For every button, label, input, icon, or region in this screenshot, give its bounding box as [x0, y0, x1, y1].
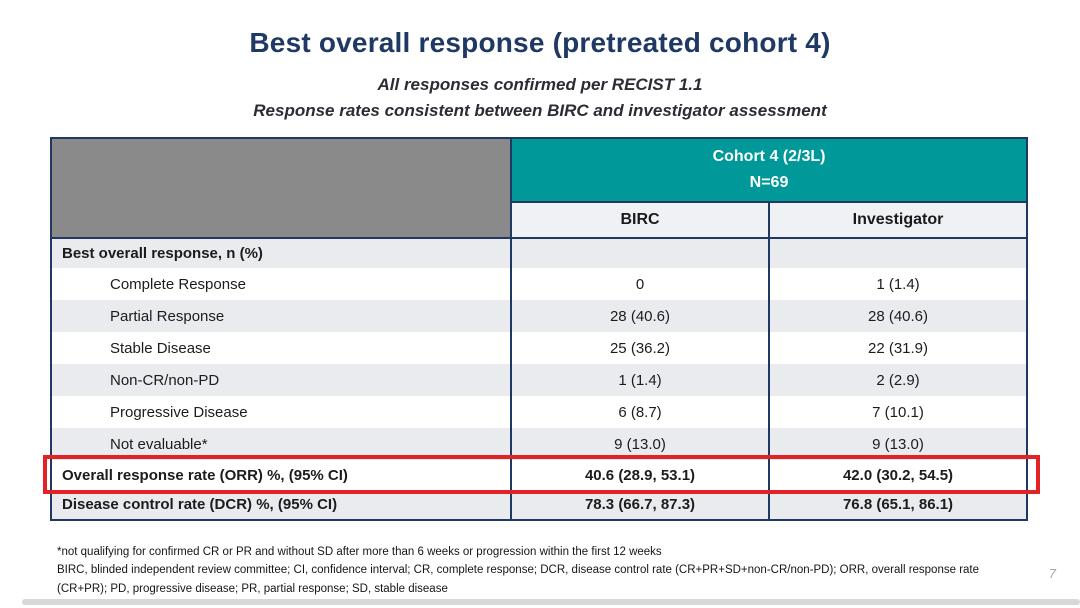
- investigator-value: 22 (31.9): [767, 332, 1029, 364]
- footnote-line-2: BIRC, blinded independent review committ…: [57, 564, 980, 577]
- row-label: Complete Response: [50, 268, 511, 300]
- table-row: Progressive Disease 6 (8.7) 7 (10.1): [50, 396, 1029, 428]
- slide-title: Best overall response (pretreated cohort…: [249, 27, 831, 58]
- results-table: Cohort 4 (2/3L) N=69 BIRC Investigator B…: [50, 137, 1029, 521]
- birc-value: 40.6 (28.9, 53.1): [510, 460, 769, 490]
- investigator-value: 7 (10.1): [767, 396, 1029, 428]
- col-header-investigator: Investigator: [767, 201, 1029, 239]
- slide-bottom-edge: [22, 599, 1080, 605]
- table-row-dcr: Disease control rate (DCR) %, (95% CI) 7…: [50, 490, 1029, 521]
- footnotes: *not qualifying for confirmed CR or PR a…: [57, 543, 1047, 598]
- cohort-header-cell: Cohort 4 (2/3L) N=69: [509, 137, 1029, 203]
- row-label: Overall response rate (ORR) %, (95% CI): [50, 460, 511, 490]
- row-label: Partial Response: [50, 300, 511, 332]
- birc-value: 28 (40.6): [510, 300, 769, 332]
- column-header-row: BIRC Investigator: [51, 201, 1029, 239]
- investigator-value: 9 (13.0): [767, 428, 1029, 460]
- row-label: Disease control rate (DCR) %, (95% CI): [50, 490, 511, 521]
- investigator-value: 28 (40.6): [767, 300, 1029, 332]
- cohort-n: N=69: [749, 174, 789, 191]
- row-label: Non-CR/non-PD: [50, 364, 511, 396]
- subtitle-line-2: Response rates consistent between BIRC a…: [253, 101, 827, 120]
- birc-value: [510, 238, 769, 268]
- birc-value: 0: [510, 268, 769, 300]
- footnote-line-3: (CR+PR); PD, progressive disease; PR, pa…: [57, 582, 448, 595]
- row-label: Stable Disease: [50, 332, 511, 364]
- table-row: Best overall response, n (%): [50, 238, 1029, 268]
- table-row: Stable Disease 25 (36.2) 22 (31.9): [50, 332, 1029, 364]
- cohort-title: Cohort 4 (2/3L): [712, 148, 826, 166]
- birc-value: 78.3 (66.7, 87.3): [510, 490, 769, 521]
- corner-cell: [50, 137, 512, 239]
- footnote-line-1: *not qualifying for confirmed CR or PR a…: [57, 546, 662, 558]
- subtitle-line-1: All responses confirmed per RECIST 1.1: [377, 75, 703, 94]
- table-row: Complete Response 0 1 (1.4): [50, 268, 1029, 300]
- row-label: Best overall response, n (%): [50, 238, 511, 268]
- birc-value: 1 (1.4): [510, 364, 769, 396]
- table-row: Partial Response 28 (40.6) 28 (40.6): [50, 300, 1029, 332]
- table-row: Non-CR/non-PD 1 (1.4) 2 (2.9): [50, 364, 1029, 396]
- col-header-birc: BIRC: [510, 201, 770, 239]
- cohort-header-row: Cohort 4 (2/3L) N=69: [50, 137, 1029, 239]
- page-number: 7: [1048, 566, 1056, 581]
- investigator-value: 2 (2.9): [767, 364, 1029, 396]
- table-row: Not evaluable* 9 (13.0) 9 (13.0): [50, 428, 1029, 460]
- table-row-orr: Overall response rate (ORR) %, (95% CI) …: [50, 460, 1029, 490]
- orr-highlight-box: [43, 455, 1040, 494]
- birc-value: 25 (36.2): [510, 332, 769, 364]
- investigator-value: 1 (1.4): [767, 268, 1029, 300]
- birc-value: 6 (8.7): [510, 396, 769, 428]
- investigator-value: 42.0 (30.2, 54.5): [767, 460, 1029, 490]
- investigator-value: [767, 238, 1029, 268]
- investigator-value: 76.8 (65.1, 86.1): [767, 490, 1029, 521]
- birc-value: 9 (13.0): [510, 428, 769, 460]
- row-label: Progressive Disease: [50, 396, 511, 428]
- row-label: Not evaluable*: [50, 428, 511, 460]
